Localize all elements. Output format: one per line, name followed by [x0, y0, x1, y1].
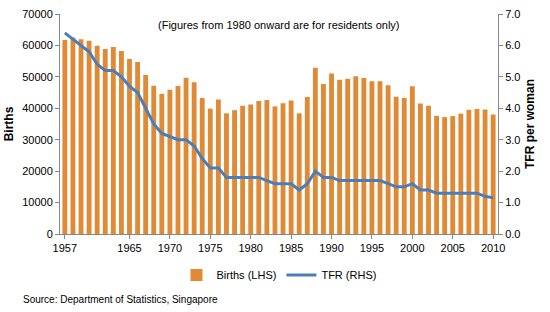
svg-text:5.0: 5.0 — [505, 71, 520, 83]
svg-text:1957: 1957 — [53, 242, 77, 254]
svg-text:3.0: 3.0 — [505, 134, 520, 146]
svg-text:2.0: 2.0 — [505, 165, 520, 177]
svg-text:1980: 1980 — [238, 242, 262, 254]
svg-text:1.0: 1.0 — [505, 196, 520, 208]
svg-text:4.0: 4.0 — [505, 102, 520, 114]
svg-text:30000: 30000 — [22, 134, 53, 146]
svg-text:2005: 2005 — [441, 242, 465, 254]
svg-text:10000: 10000 — [22, 196, 53, 208]
svg-text:6.0: 6.0 — [505, 39, 520, 51]
svg-text:0: 0 — [47, 228, 53, 240]
svg-text:50000: 50000 — [22, 71, 53, 83]
svg-text:1965: 1965 — [117, 242, 141, 254]
svg-text:TFR (RHS): TFR (RHS) — [321, 269, 376, 281]
svg-text:40000: 40000 — [22, 102, 53, 114]
svg-text:2000: 2000 — [400, 242, 424, 254]
svg-text:Births (LHS): Births (LHS) — [217, 269, 277, 281]
svg-text:Births: Births — [2, 106, 16, 141]
svg-text:20000: 20000 — [22, 165, 53, 177]
svg-text:TFR per woman: TFR per woman — [523, 79, 537, 169]
svg-text:60000: 60000 — [22, 39, 53, 51]
svg-text:70000: 70000 — [22, 8, 53, 20]
svg-text:7.0: 7.0 — [505, 8, 520, 20]
svg-text:1985: 1985 — [279, 242, 303, 254]
svg-text:(Figures from 1980 onward are: (Figures from 1980 onward are for reside… — [158, 19, 400, 31]
svg-text:1975: 1975 — [198, 242, 222, 254]
svg-text:0.0: 0.0 — [505, 228, 520, 240]
svg-text:1995: 1995 — [360, 242, 384, 254]
svg-text:1970: 1970 — [158, 242, 182, 254]
svg-text:1990: 1990 — [319, 242, 343, 254]
svg-text:2010: 2010 — [481, 242, 505, 254]
svg-text:Source: Department of Statisti: Source: Department of Statistics, Singap… — [23, 294, 218, 305]
